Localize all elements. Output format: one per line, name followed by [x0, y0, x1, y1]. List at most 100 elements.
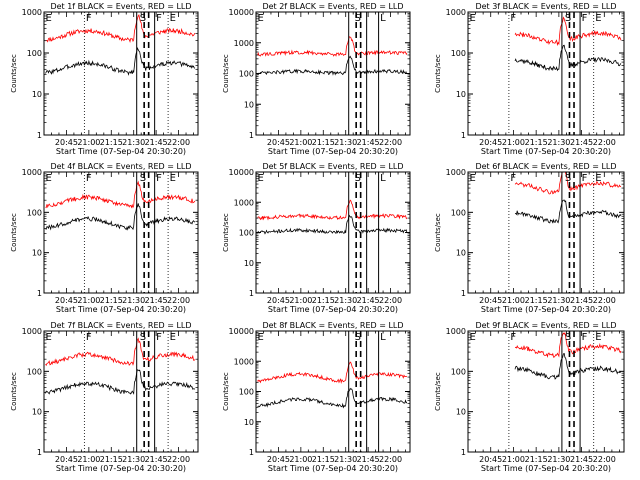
x-tick-label: 22:00 — [593, 455, 616, 464]
events-series — [514, 44, 622, 72]
x-tick-label: 21:30 — [122, 455, 145, 464]
interval-marker-label: S — [140, 173, 146, 184]
y-tick-label: 1000 — [234, 198, 254, 207]
x-tick-label: 21:45 — [145, 138, 168, 147]
x-tick-label: 21:30 — [547, 138, 570, 147]
y-tick-label: 10 — [244, 418, 254, 427]
panel-title: Det 1f BLACK = Events, RED = LLD — [50, 2, 191, 11]
interval-marker-label: E — [170, 13, 176, 24]
y-tick-label: 1 — [37, 448, 42, 457]
interval-marker-label: F — [510, 332, 516, 343]
y-tick-label: 10 — [456, 249, 466, 258]
x-tick-label: 21:00 — [289, 296, 312, 305]
x-tick-label: 21:00 — [77, 455, 100, 464]
interval-marker-label: F — [582, 13, 588, 24]
y-tick-label: 1 — [461, 131, 466, 140]
y-tick-label: 1000 — [446, 168, 466, 177]
x-tick-label: 21:30 — [334, 296, 357, 305]
y-tick-label: 10 — [32, 408, 42, 417]
x-tick-label: 22:00 — [167, 138, 190, 147]
interval-marker-label: E — [257, 13, 263, 24]
interval-marker-label: E — [45, 13, 51, 24]
events-series — [514, 352, 622, 380]
y-tick-label: 1000 — [234, 39, 254, 48]
interval-marker-label: S — [565, 173, 571, 184]
panel-title: Det 6f BLACK = Events, RED = LLD — [475, 162, 616, 171]
y-axis-title: Counts/sec — [222, 213, 230, 252]
x-tick-label: 21:45 — [357, 455, 380, 464]
interval-marker-label: S — [565, 13, 571, 24]
x-axis-title: Start Time (07-Sep-04 20:30:20) — [268, 147, 398, 156]
y-tick-label: 100 — [239, 229, 254, 238]
x-tick-label: 21:30 — [334, 138, 357, 147]
x-tick-label: 21:15 — [525, 455, 548, 464]
lld-series — [257, 199, 408, 221]
y-axis-title: Counts/sec — [10, 372, 18, 411]
x-tick-label: 21:30 — [122, 296, 145, 305]
interval-marker-label: F — [156, 13, 162, 24]
y-tick-label: 1 — [37, 131, 42, 140]
lld-series — [45, 180, 196, 209]
x-tick-label: 22:00 — [593, 296, 616, 305]
interval-marker-label: E — [470, 13, 476, 24]
x-tick-label: 21:00 — [77, 138, 100, 147]
events-series — [45, 46, 196, 76]
x-axis-title: Start Time (07-Sep-04 20:30:20) — [56, 464, 186, 473]
x-tick-label: 20:45 — [479, 455, 502, 464]
y-tick-label: 100 — [451, 49, 466, 58]
x-tick-label: 21:00 — [289, 455, 312, 464]
panel-title: Det 7f BLACK = Events, RED = LLD — [50, 321, 191, 330]
y-tick-label: 10 — [32, 249, 42, 258]
events-series — [257, 387, 408, 409]
y-axis-title: Counts/sec — [222, 54, 230, 93]
y-tick-label: 10 — [456, 408, 466, 417]
interval-marker-label: S — [565, 332, 571, 343]
interval-marker-label: E — [170, 332, 176, 343]
lld-series — [45, 337, 196, 367]
interval-marker-label: F — [582, 332, 588, 343]
y-tick-label: 1 — [461, 448, 466, 457]
x-tick-label: 21:15 — [100, 455, 123, 464]
interval-marker-label: E — [595, 332, 601, 343]
events-series — [45, 369, 196, 395]
y-tick-label: 100 — [27, 367, 42, 376]
interval-marker-label: F — [510, 173, 516, 184]
x-tick-label: 22:00 — [379, 455, 402, 464]
x-tick-label: 21:00 — [502, 138, 525, 147]
x-tick-label: 21:15 — [312, 138, 335, 147]
panel-det-8: Det 8f BLACK = Events, RED = LLD E S L 1 10 10… — [222, 321, 411, 473]
x-tick-label: 20:45 — [479, 296, 502, 305]
interval-marker-label: S — [355, 13, 361, 24]
x-tick-label: 21:45 — [145, 296, 168, 305]
interval-marker-label: E — [595, 13, 601, 24]
y-tick-label: 10 — [32, 90, 42, 99]
plot-frame — [255, 330, 411, 453]
interval-marker-label: F — [86, 332, 92, 343]
panel-title: Det 3f BLACK = Events, RED = LLD — [475, 2, 616, 11]
y-tick-label: 100 — [451, 367, 466, 376]
y-tick-label: 1000 — [446, 327, 466, 336]
x-tick-label: 21:30 — [122, 138, 145, 147]
interval-marker-label: S — [355, 173, 361, 184]
y-tick-label: 1000 — [234, 357, 254, 366]
plot-frame — [43, 171, 199, 294]
interval-marker-label: E — [470, 332, 476, 343]
x-tick-label: 20:45 — [55, 296, 78, 305]
x-tick-label: 22:00 — [379, 296, 402, 305]
y-tick-label: 1 — [249, 448, 254, 457]
y-tick-label: 100 — [27, 208, 42, 217]
plot-frame — [467, 171, 625, 294]
x-tick-label: 21:15 — [100, 296, 123, 305]
panel-title: Det 2f BLACK = Events, RED = LLD — [262, 2, 403, 11]
x-axis-title: Start Time (07-Sep-04 20:30:20) — [481, 305, 611, 314]
x-tick-label: 21:00 — [289, 138, 312, 147]
lld-series — [514, 331, 622, 359]
interval-marker-label: E — [45, 332, 51, 343]
lld-series — [514, 16, 622, 47]
x-axis-title: Start Time (07-Sep-04 20:30:20) — [56, 305, 186, 314]
y-tick-label: 100 — [27, 49, 42, 58]
